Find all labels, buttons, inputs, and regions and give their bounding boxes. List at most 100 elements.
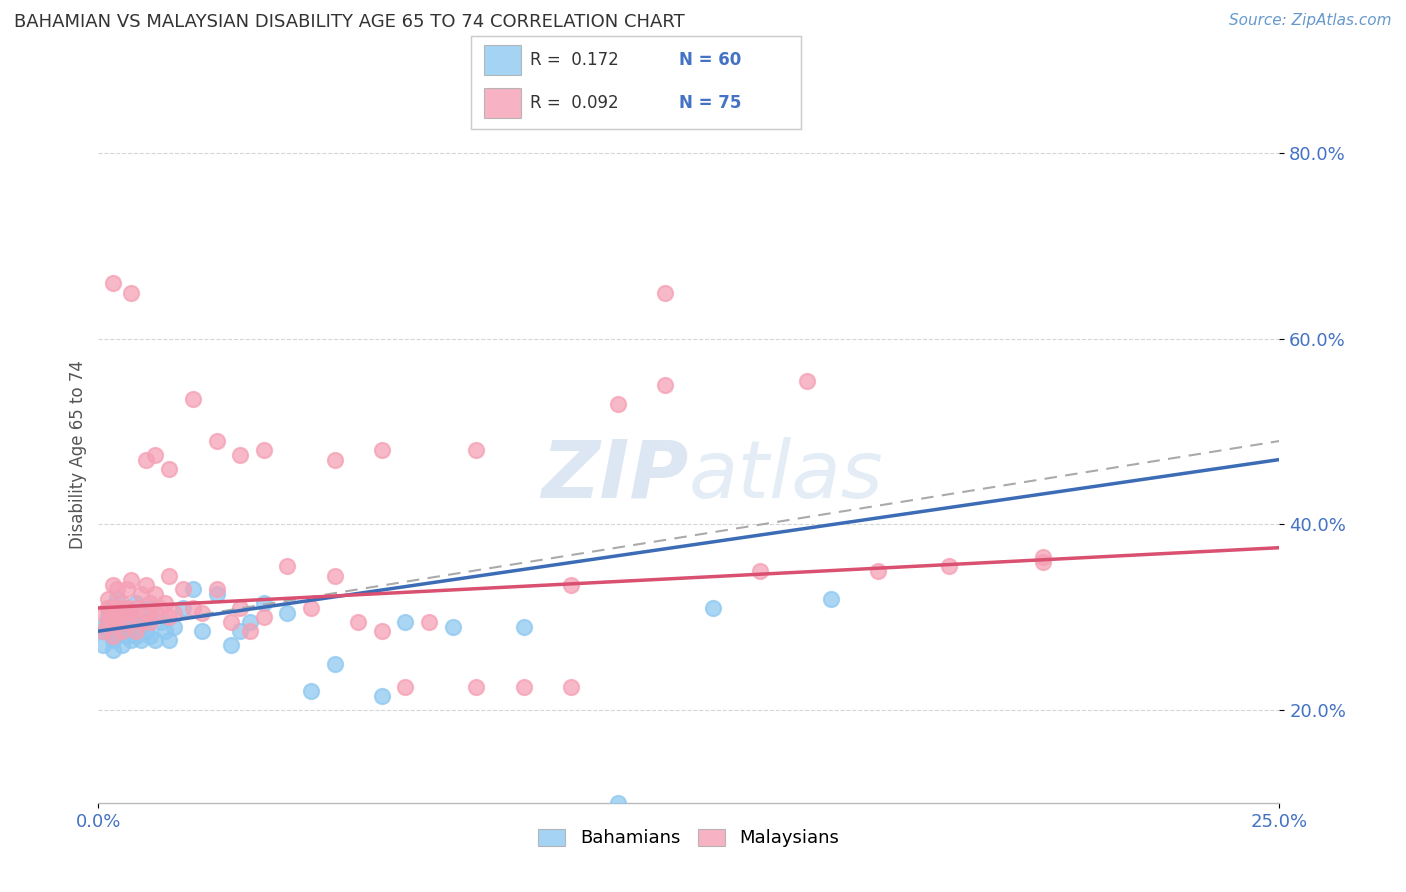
Point [97,591,120,606]
Point [115,601,138,615]
Point [91,638,114,652]
Point [101,277,124,291]
Point [143,633,166,648]
Point [97,601,120,615]
Point [172,582,194,597]
Point [229,601,252,615]
Point [938,559,960,574]
Point [143,606,166,620]
Point [105,601,128,615]
Point [157,610,180,624]
Point [101,615,124,629]
Point [111,638,134,652]
Point [115,615,138,629]
Point [560,578,582,592]
Point [111,615,134,629]
Point [121,606,143,620]
Point [101,578,124,592]
Point [205,587,228,601]
Point [560,680,582,694]
Point [91,624,114,639]
Text: N = 75: N = 75 [679,95,741,112]
Point [125,615,148,629]
Point [163,619,186,633]
Text: N = 60: N = 60 [679,51,741,69]
Point [229,624,252,639]
Point [157,633,180,648]
Point [135,615,157,629]
FancyBboxPatch shape [484,88,520,118]
Text: R =  0.092: R = 0.092 [530,95,619,112]
Point [129,633,152,648]
Point [129,615,152,629]
Point [139,601,162,615]
Point [115,601,138,615]
Point [181,582,204,597]
Point [702,601,724,615]
Point [97,601,120,615]
Point [125,601,148,615]
Text: ZIP: ZIP [541,437,689,515]
Point [153,624,176,639]
Point [139,596,162,610]
Point [143,587,166,601]
Point [139,615,162,629]
Point [512,680,534,694]
Point [153,596,176,610]
Point [219,615,242,629]
Point [191,606,214,620]
Point [347,615,370,629]
Point [441,619,464,633]
Point [465,680,488,694]
Point [149,615,172,629]
Point [101,615,124,629]
Point [205,582,228,597]
Text: R =  0.172: R = 0.172 [530,51,619,69]
Point [111,624,134,639]
Point [105,582,128,597]
Text: atlas: atlas [689,437,884,515]
Point [157,568,180,582]
Point [239,615,262,629]
Point [135,624,157,639]
Point [276,606,298,620]
Point [371,624,394,639]
Point [181,601,204,615]
Point [139,629,162,643]
Point [101,601,124,615]
Point [111,606,134,620]
FancyBboxPatch shape [484,45,520,75]
Point [105,601,128,615]
Point [129,587,152,601]
Point [796,374,818,388]
Point [121,615,143,629]
Legend: Bahamians, Malaysians: Bahamians, Malaysians [529,820,849,856]
Point [105,615,128,629]
Point [253,596,276,610]
Point [97,624,120,639]
Point [105,615,128,629]
Point [97,615,120,629]
Point [1032,549,1054,564]
Point [163,606,186,620]
Point [219,638,242,652]
Point [111,606,134,620]
Point [418,615,440,629]
Point [654,378,676,392]
Point [191,624,214,639]
Point [371,443,394,458]
Point [91,619,114,633]
Point [135,578,157,592]
Point [105,629,128,643]
Point [97,615,120,629]
Point [239,624,262,639]
Point [101,642,124,657]
Text: Source: ZipAtlas.com: Source: ZipAtlas.com [1229,13,1392,29]
Point [129,619,152,633]
Point [149,601,172,615]
Point [607,796,630,810]
Point [111,624,134,639]
Point [97,610,120,624]
Point [371,689,394,703]
Point [121,606,143,620]
